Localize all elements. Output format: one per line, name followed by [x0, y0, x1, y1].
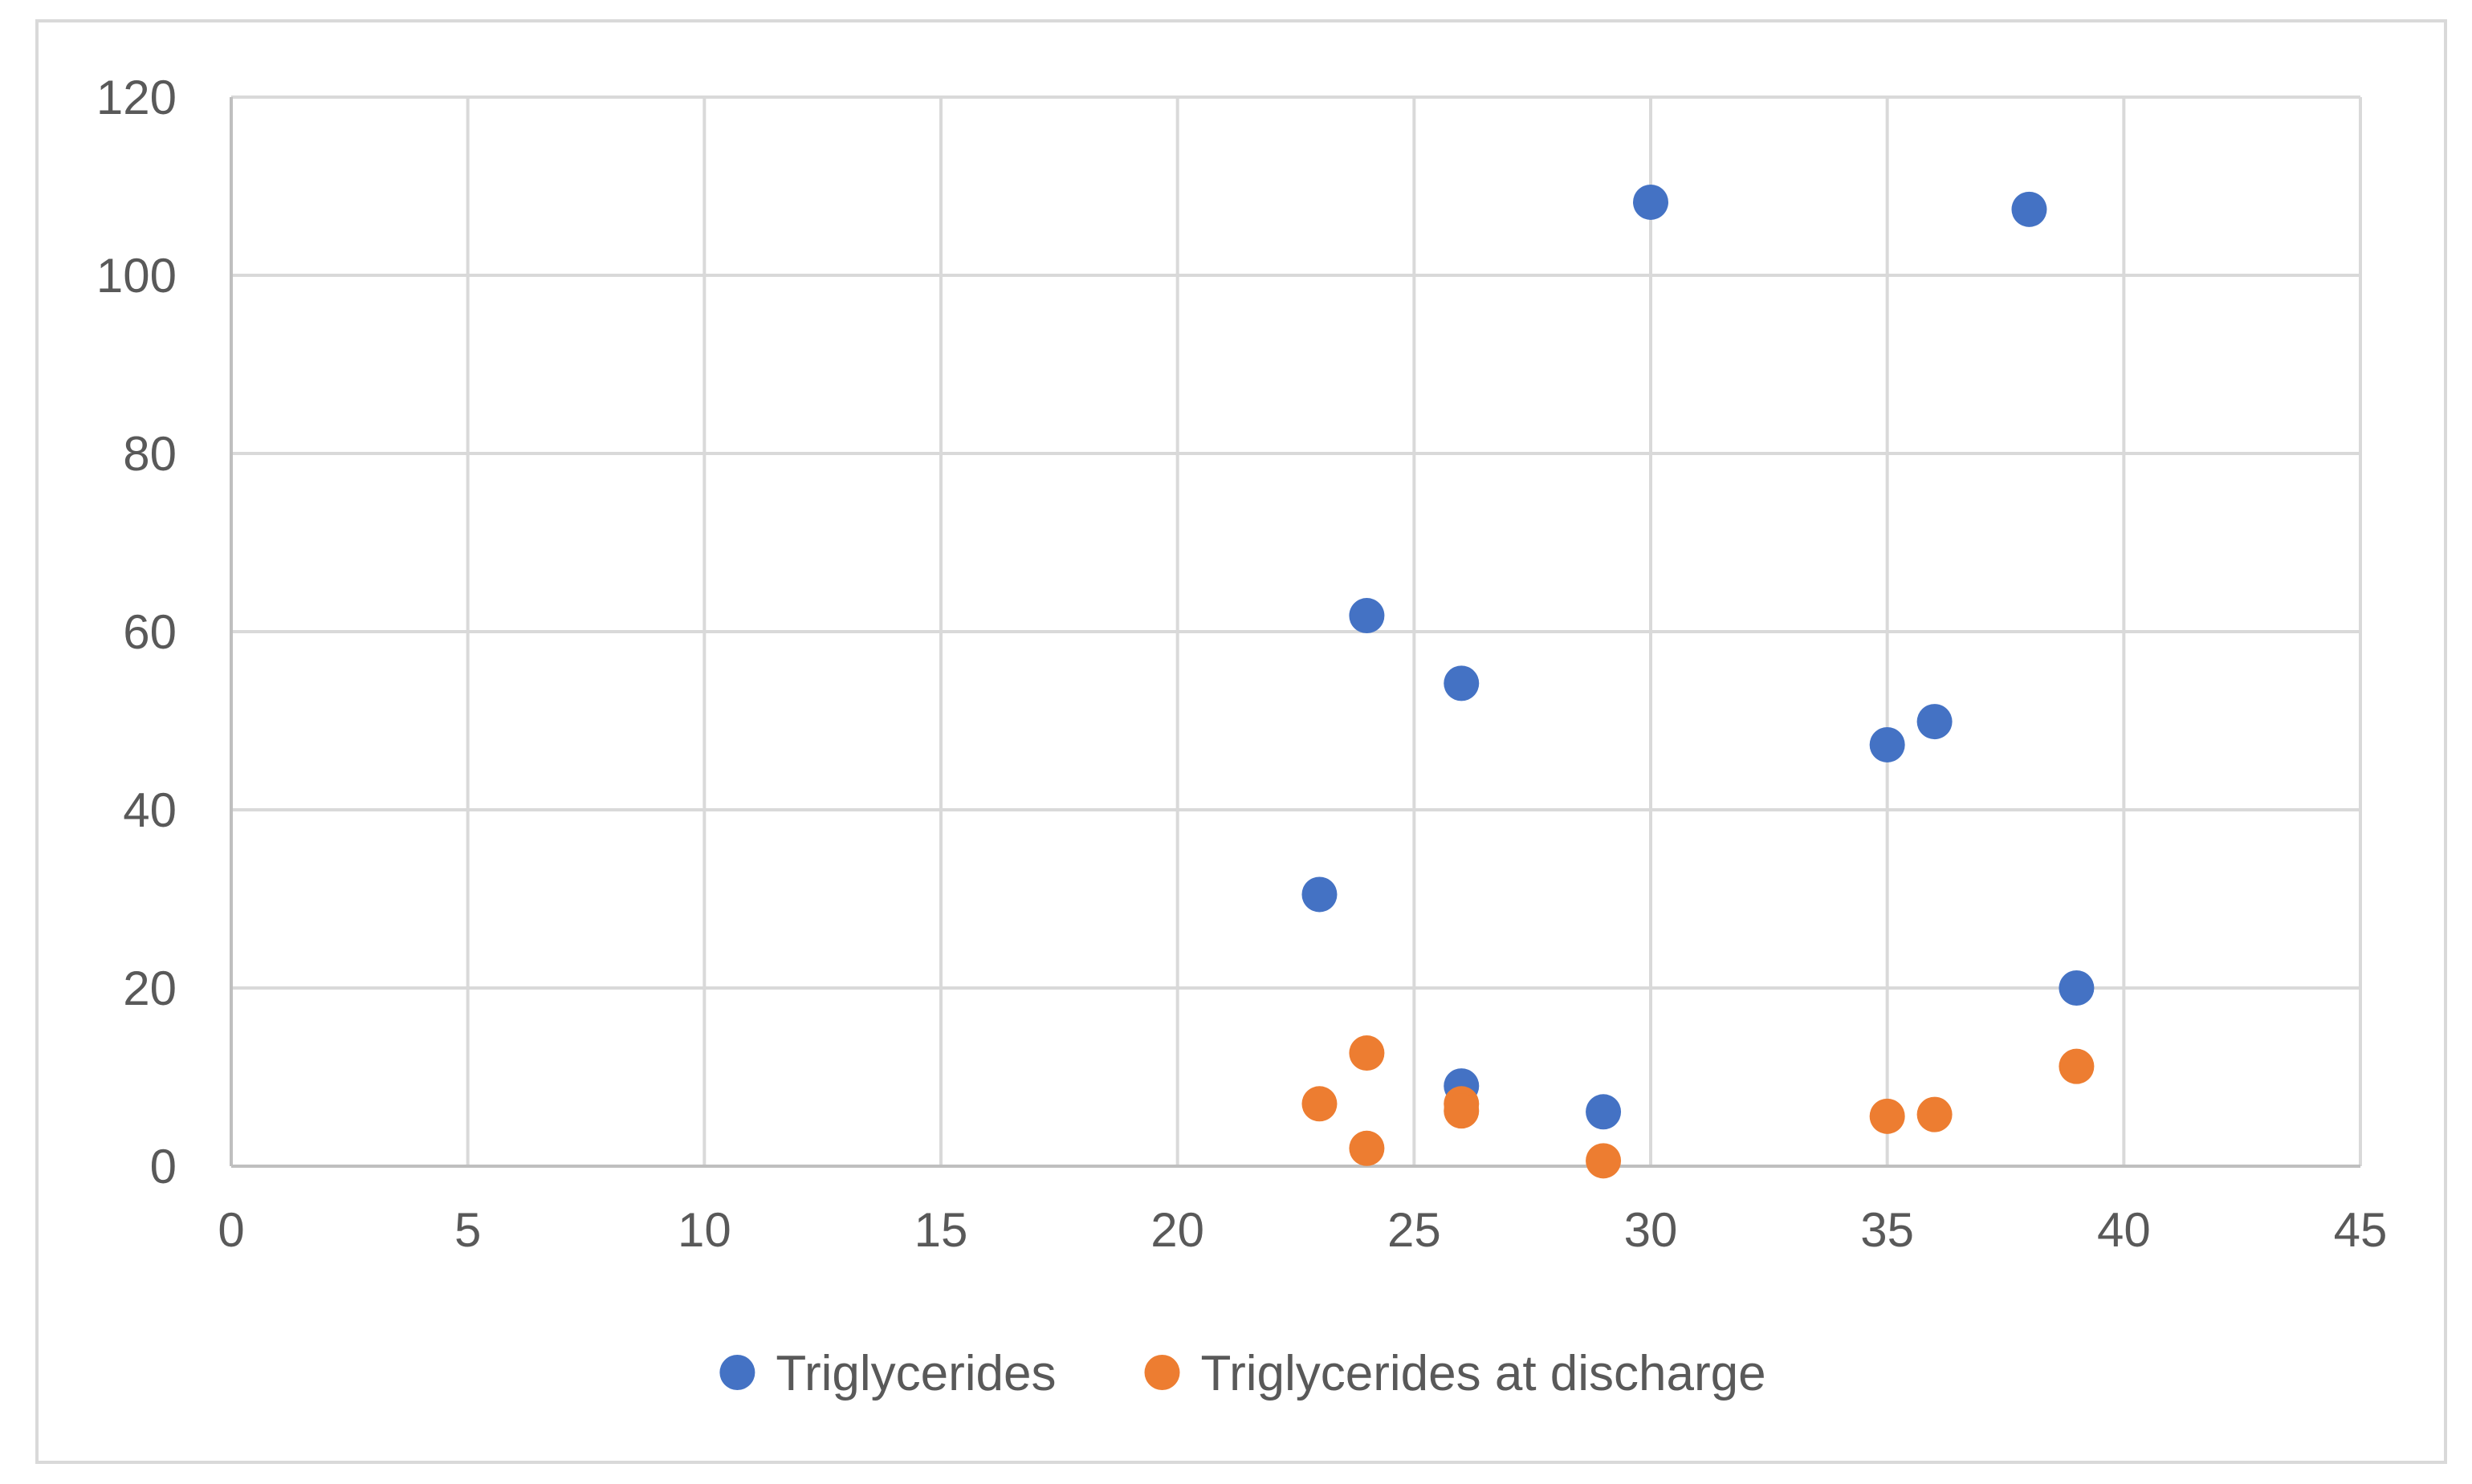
x-tick-label: 0: [218, 1203, 244, 1257]
x-tick-label: 40: [2097, 1203, 2151, 1257]
legend-label: Triglycerides: [776, 1346, 1056, 1401]
x-tick-label: 10: [678, 1203, 731, 1257]
x-tick-label: 15: [914, 1203, 968, 1257]
y-tick-label: 0: [150, 1140, 177, 1193]
chart-frame: 0 5 10 15 20 25 30 35 40 45 0 20 40 60 80 100 120 Trigl…: [35, 19, 2447, 1464]
x-tick-labels: 0 5 10 15 20 25 30 35 40 45: [218, 1203, 2387, 1257]
series-1: [1301, 1035, 2095, 1179]
x-tick-label: 35: [1860, 1203, 1914, 1257]
data-point: [2059, 970, 2095, 1006]
legend-label: Triglycerides at discharge: [1201, 1346, 1766, 1401]
data-point: [1633, 184, 1668, 220]
data-points: [1301, 184, 2095, 1179]
data-point: [1301, 1086, 1338, 1122]
grid-lines: [231, 96, 2362, 1166]
x-tick-label: 20: [1150, 1203, 1204, 1257]
data-point: [2059, 1048, 2095, 1084]
y-tick-label: 40: [123, 783, 177, 837]
x-tick-label: 25: [1387, 1203, 1441, 1257]
legend-item-0: Triglycerides: [719, 1346, 1057, 1401]
x-tick-label: 30: [1624, 1203, 1678, 1257]
data-point: [1916, 1096, 1953, 1132]
y-tick-label: 120: [96, 71, 177, 124]
x-tick-label: 45: [2334, 1203, 2388, 1257]
data-point: [1349, 598, 1385, 634]
data-point: [1349, 1130, 1385, 1166]
y-tick-label: 60: [123, 605, 177, 659]
data-point: [1349, 1035, 1385, 1071]
y-tick-label: 80: [123, 427, 177, 481]
data-point: [1301, 876, 1338, 913]
legend-marker: [1144, 1355, 1180, 1390]
legend: Triglycerides Triglycerides at discharge: [719, 1346, 1766, 1401]
scatter-chart: 0 5 10 15 20 25 30 35 40 45 0 20 40 60 80 100 120 Trigl…: [96, 71, 2387, 1401]
data-point: [1444, 665, 1480, 701]
y-tick-label: 20: [123, 962, 177, 1015]
series-0: [1301, 184, 2095, 1130]
data-point: [2011, 191, 2047, 227]
data-point: [1586, 1143, 1622, 1179]
x-tick-label: 5: [454, 1203, 481, 1257]
data-point: [1869, 726, 1905, 762]
legend-item-1: Triglycerides at discharge: [1144, 1346, 1766, 1401]
legend-marker: [719, 1355, 755, 1390]
y-tick-label: 100: [96, 249, 177, 303]
y-tick-labels: 0 20 40 60 80 100 120: [96, 71, 177, 1193]
data-point: [1916, 704, 1953, 740]
data-point: [1586, 1094, 1622, 1130]
data-point: [1444, 1093, 1480, 1129]
data-point: [1869, 1098, 1905, 1134]
axes: [230, 97, 2360, 1168]
